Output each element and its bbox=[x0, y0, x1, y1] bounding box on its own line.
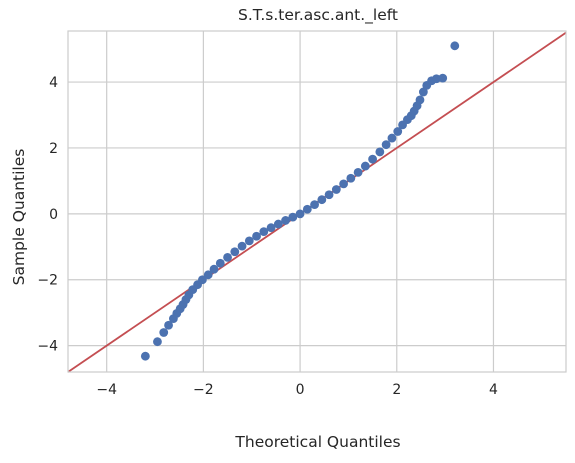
data-point bbox=[387, 133, 397, 143]
y-tick-label: 0 bbox=[49, 207, 58, 223]
data-point bbox=[353, 167, 363, 177]
data-point bbox=[153, 337, 162, 347]
data-point bbox=[159, 328, 169, 337]
data-point bbox=[302, 204, 312, 214]
data-point bbox=[368, 154, 378, 164]
data-point bbox=[317, 195, 327, 205]
data-point bbox=[438, 73, 448, 83]
data-point bbox=[252, 231, 261, 241]
data-point bbox=[381, 140, 391, 150]
plot-frame bbox=[67, 30, 567, 373]
data-point bbox=[209, 264, 219, 274]
y-tick-label: 4 bbox=[49, 75, 58, 91]
data-point bbox=[244, 236, 254, 246]
data-point bbox=[324, 190, 334, 200]
data-point bbox=[223, 252, 232, 262]
y-tick-label: −2 bbox=[37, 273, 58, 289]
x-tick-label: 0 bbox=[296, 382, 305, 398]
x-axis-title: Theoretical Quantiles bbox=[234, 433, 400, 451]
data-point bbox=[415, 95, 425, 105]
data-point bbox=[203, 270, 213, 280]
data-point bbox=[393, 127, 403, 136]
data-point bbox=[375, 147, 385, 157]
x-tick-label: 2 bbox=[392, 382, 401, 398]
y-tick-label: −4 bbox=[37, 339, 58, 355]
x-tick-label: 4 bbox=[489, 382, 498, 398]
y-tick-label: 2 bbox=[49, 141, 58, 157]
data-point bbox=[295, 209, 305, 219]
data-point bbox=[230, 247, 240, 257]
data-point bbox=[266, 223, 276, 233]
data-point bbox=[331, 185, 341, 194]
data-point bbox=[259, 227, 269, 237]
data-point bbox=[140, 351, 150, 361]
data-point bbox=[339, 179, 348, 189]
tick-labels: −4 −2 0 2 4 −4 −2 0 2 4 bbox=[37, 75, 498, 398]
x-tick-label: −4 bbox=[96, 382, 117, 398]
data-point bbox=[418, 87, 428, 97]
data-point bbox=[450, 41, 460, 51]
data-point bbox=[273, 219, 283, 229]
data-point bbox=[288, 212, 298, 222]
y-axis-title: Sample Quantiles bbox=[10, 149, 28, 286]
data-point bbox=[164, 320, 173, 330]
grid bbox=[68, 31, 566, 372]
x-tick-label: −2 bbox=[193, 382, 214, 398]
chart-title: S.T.s.ter.asc.ant._left bbox=[238, 6, 398, 25]
data-point bbox=[310, 200, 319, 210]
data-point bbox=[215, 258, 225, 268]
data-point bbox=[198, 275, 207, 285]
data-points bbox=[140, 41, 460, 361]
data-point bbox=[346, 173, 356, 183]
data-point bbox=[281, 216, 290, 225]
data-point bbox=[237, 241, 247, 251]
data-point bbox=[360, 161, 370, 171]
